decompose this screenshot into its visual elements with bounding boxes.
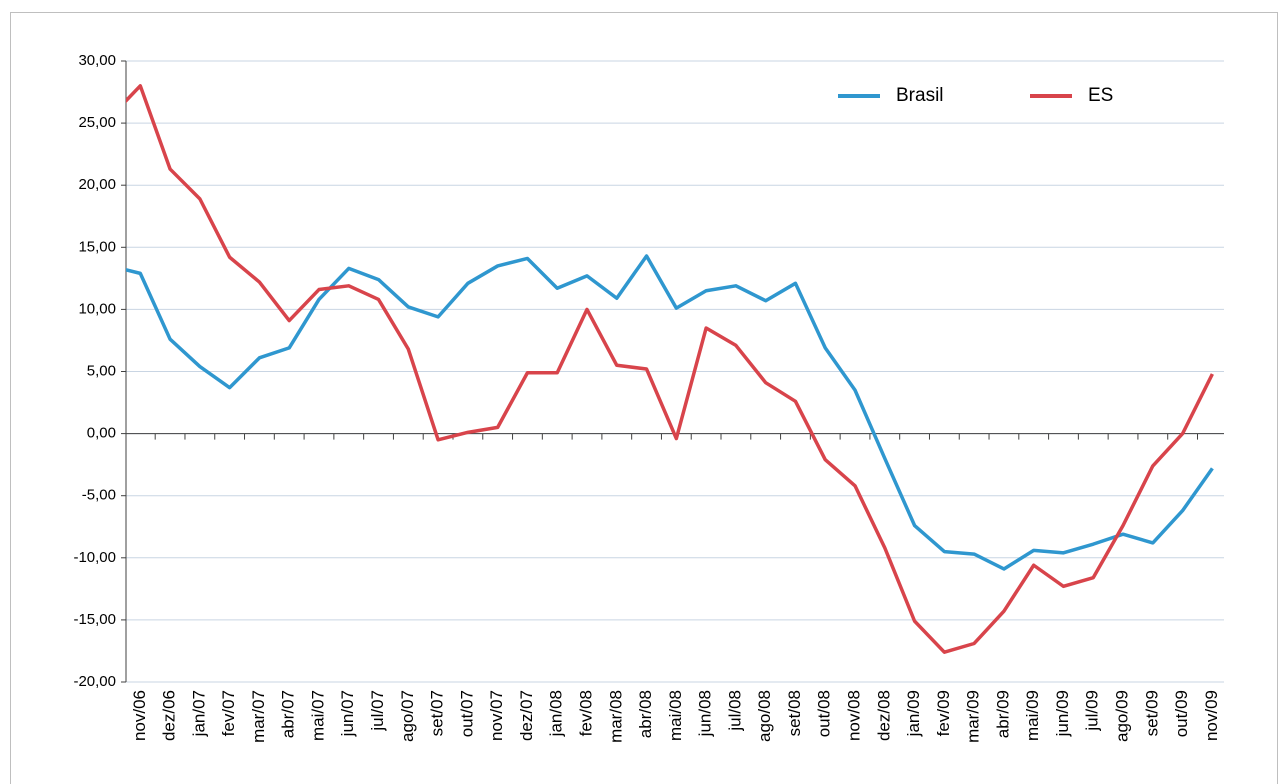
x-tick-label: set/07 (428, 690, 447, 736)
x-tick-label: jul/09 (1083, 690, 1102, 732)
x-tick-label: jan/09 (904, 690, 923, 737)
y-tick-label: 0,00 (87, 425, 116, 442)
chart-frame (10, 12, 1278, 784)
x-tick-label: jul/07 (368, 690, 387, 732)
x-tick-label: dez/08 (874, 690, 893, 741)
y-tick-label: 10,00 (78, 300, 116, 317)
legend-label: Brasil (896, 85, 944, 106)
y-tick-label: -20,00 (73, 673, 116, 690)
x-tick-label: nov/06 (130, 690, 149, 741)
x-tick-label: jun/07 (338, 690, 357, 737)
x-tick-label: mar/07 (249, 690, 268, 743)
x-tick-label: nov/09 (1202, 690, 1221, 741)
x-tick-label: out/07 (457, 690, 476, 737)
x-tick-label: out/08 (815, 690, 834, 737)
line-series (126, 254, 1214, 571)
x-tick-label: abr/08 (636, 690, 655, 738)
x-tick-label: mar/09 (964, 690, 983, 743)
x-tick-label: dez/07 (517, 690, 536, 741)
x-tick-label: fev/08 (576, 690, 595, 736)
x-tick-label: abr/09 (993, 690, 1012, 738)
x-tick-label: mai/08 (666, 690, 685, 741)
line-series (126, 84, 1214, 654)
x-tick-label: ago/07 (398, 690, 417, 742)
y-tick-label: 30,00 (78, 52, 116, 69)
y-tick-label: -5,00 (82, 487, 116, 504)
plot-area (126, 84, 1214, 654)
x-tick-label: jun/08 (696, 690, 715, 737)
x-tick-label: dez/06 (160, 690, 179, 741)
x-tick-label: fev/07 (219, 690, 238, 736)
x-tick-label: set/09 (1142, 690, 1161, 736)
x-tick-label: set/08 (785, 690, 804, 736)
x-tick-label: out/09 (1172, 690, 1191, 737)
y-tick-label: -15,00 (73, 611, 116, 628)
x-tick-label: mai/09 (1023, 690, 1042, 741)
y-tick-label: 20,00 (78, 176, 116, 193)
x-tick-label: jul/08 (725, 690, 744, 732)
x-tick-label: jan/08 (547, 690, 566, 737)
y-tick-label: 5,00 (87, 362, 116, 379)
x-tick-label: nov/08 (845, 690, 864, 741)
x-tick-label: jun/09 (1053, 690, 1072, 737)
x-tick-label: fev/09 (934, 690, 953, 736)
x-tick-label: mai/07 (308, 690, 327, 741)
x-tick-label: abr/07 (279, 690, 298, 738)
x-tick-label: nov/07 (487, 690, 506, 741)
legend-label: ES (1088, 85, 1113, 106)
x-tick-label: mar/08 (606, 690, 625, 743)
y-tick-label: -10,00 (73, 549, 116, 566)
y-tick-label: 15,00 (78, 238, 116, 255)
x-tick-label: jan/07 (189, 690, 208, 737)
x-tick-label: ago/09 (1113, 690, 1132, 742)
y-tick-label: 25,00 (78, 114, 116, 131)
x-tick-label: ago/08 (755, 690, 774, 742)
